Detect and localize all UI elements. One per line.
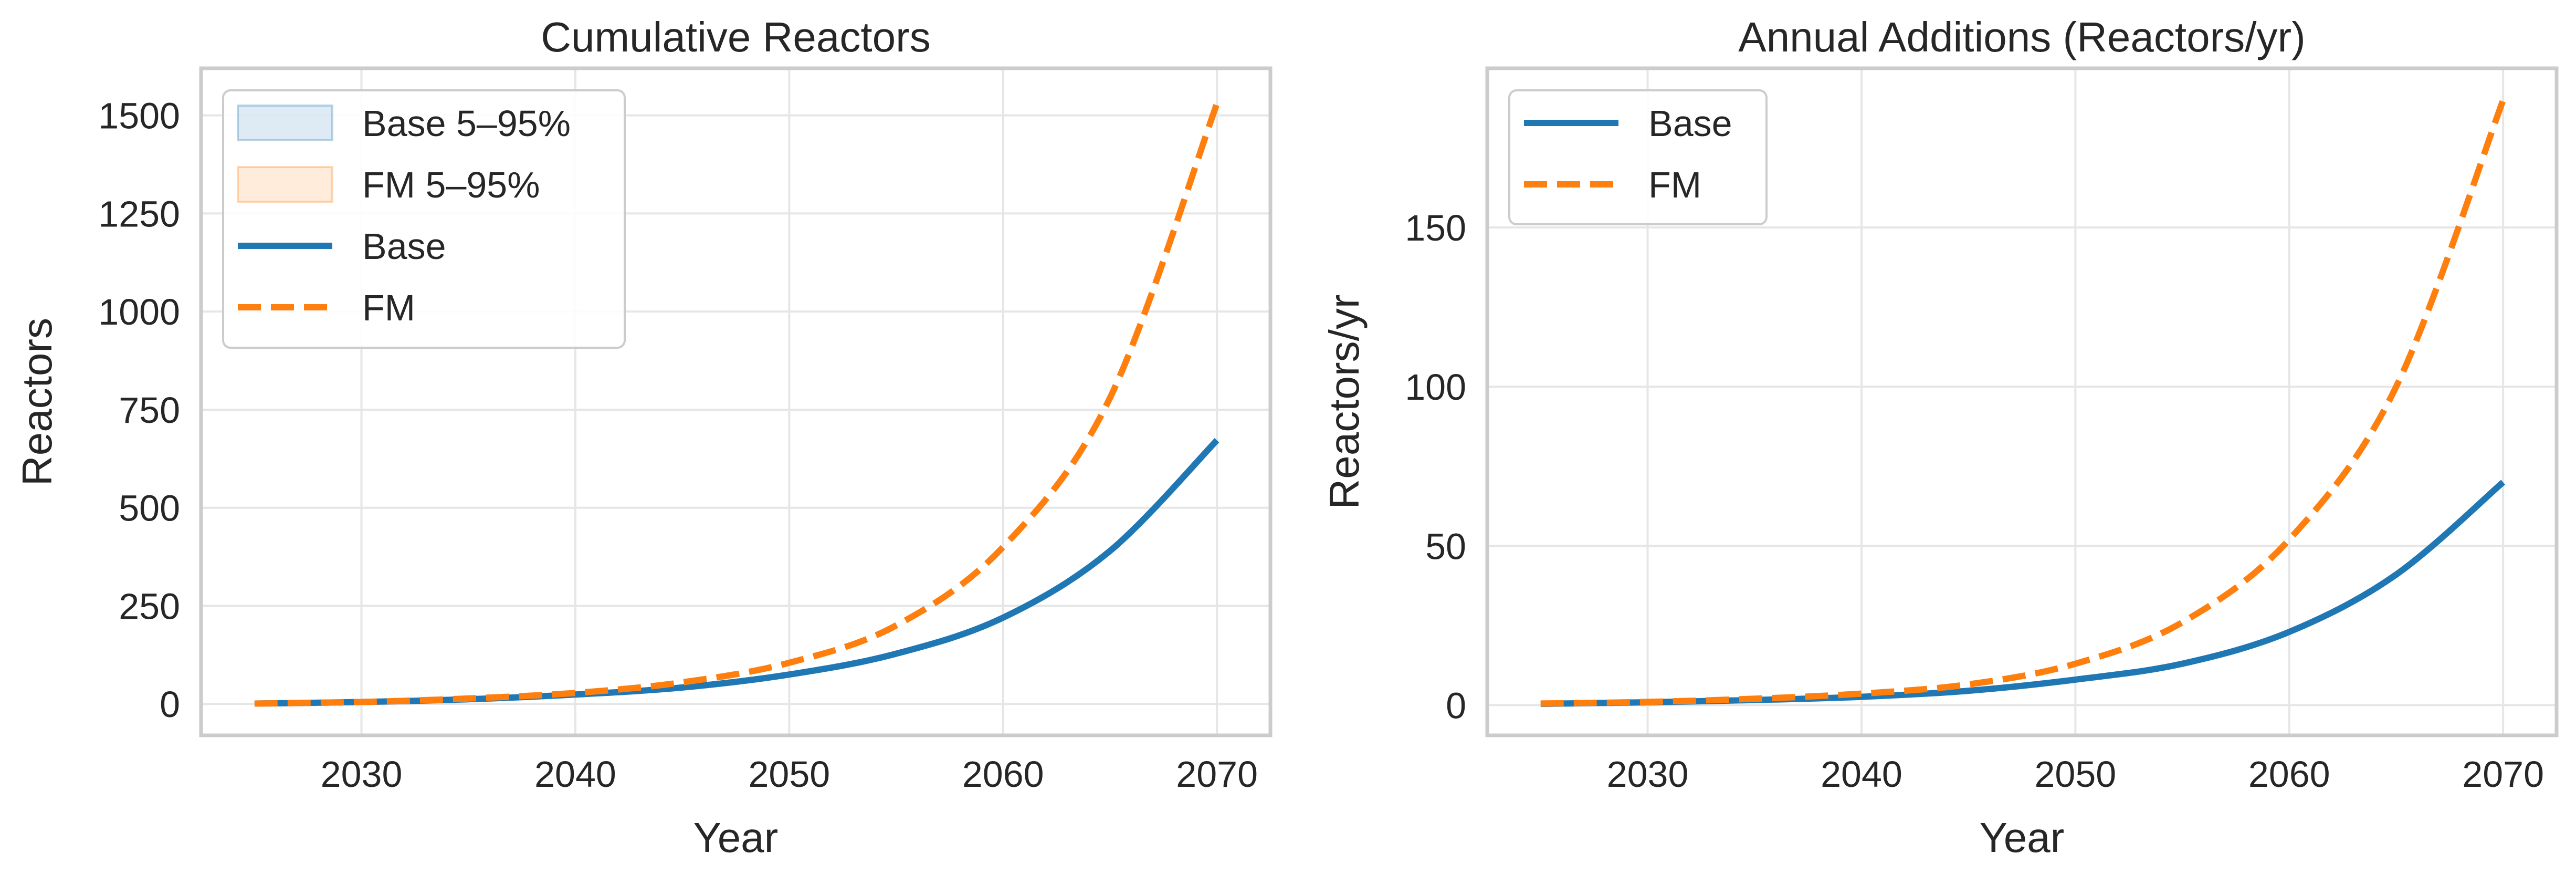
legend-swatch-band [237,105,333,141]
y-tick-label: 250 [119,586,180,627]
legend-label: Base [1648,103,1732,144]
x-tick-label: 2030 [321,754,403,795]
x-axis-label: Year [693,814,779,861]
legend-label: Base 5–95% [362,103,571,144]
grid [1487,68,2557,735]
y-tick-label: 1250 [98,193,180,234]
legend-swatch-band [237,166,333,203]
y-tick-label: 50 [1425,526,1466,567]
chart-title: Annual Additions (Reactors/yr) [1738,14,2306,60]
y-tick-label: 1500 [98,96,180,137]
x-tick-label: 2070 [2462,754,2544,795]
y-tick-label: 1000 [98,292,180,332]
x-axis-label: Year [1980,814,2065,861]
chart-title: Cumulative Reactors [541,14,931,60]
x-tick-label: 2050 [748,754,830,795]
series-line-base [254,438,1219,707]
x-tick-label: 2060 [2248,754,2330,795]
legend-label: FM [1648,164,1701,205]
y-tick-label: 0 [1446,685,1466,726]
chart-panel-2: 2030 2040 2050 2060 2070 0 50 100 150 Annual Addi… [1321,14,2559,861]
legend-label: FM 5–95% [362,164,540,205]
plot-frame [199,66,1273,737]
legend-label: Base [362,226,446,267]
series-line-base [1540,480,2506,707]
legend-label: FM [362,287,415,328]
series-line-fm [254,102,1220,707]
y-axis-label: Reactors/yr [1321,295,1368,509]
y-axis-label: Reactors [14,318,60,486]
legend: Base FM [1508,89,1768,225]
y-tick-label: 100 [1405,367,1466,408]
y-tick-label: 0 [160,684,180,725]
series-line-fm [1540,99,2506,707]
x-tick-label: 2060 [962,754,1044,795]
legend-box [222,89,626,349]
x-tick-label: 2050 [2034,754,2116,795]
x-tick-label: 2070 [1176,754,1258,795]
plot-frame [1485,66,2559,737]
x-tick-label: 2040 [534,754,616,795]
x-tick-label: 2040 [1821,754,1902,795]
x-tick-label: 2030 [1607,754,1689,795]
y-tick-label: 150 [1405,207,1466,248]
y-tick-label: 500 [119,488,180,529]
y-tick-label: 750 [119,390,180,431]
legend: Base 5–95% FM 5–95% Base FM [222,89,626,349]
chart-panel-1: 2030 2040 2050 2060 2070 0 250 500 750 1000 1250 15… [14,14,1273,861]
